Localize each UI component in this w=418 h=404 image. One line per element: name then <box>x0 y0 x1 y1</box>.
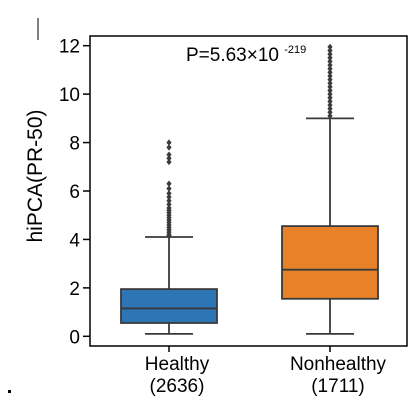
x-axis-labels: Healthy(2636) Nonhealthy(1711) <box>145 346 387 397</box>
outlier-point <box>327 83 333 91</box>
y-tick-label: 0 <box>69 327 80 348</box>
outlier-point <box>166 180 172 187</box>
box-nonhealthy <box>281 225 379 300</box>
outlier-point <box>166 151 172 158</box>
outlier-point <box>166 190 172 197</box>
outlier-point <box>327 94 333 101</box>
outlier-point <box>327 109 333 116</box>
box-healthy <box>120 288 218 324</box>
y-axis: 0 2 4 6 8 10 12 <box>59 37 90 348</box>
outlier-point <box>327 69 333 76</box>
outlier-point <box>166 201 172 208</box>
p-value-exponent: -219 <box>284 44 306 56</box>
outlier-point <box>166 139 172 146</box>
outlier-point <box>166 193 172 201</box>
panel-dot-mark <box>8 390 11 393</box>
p-value-base: P=5.63×10 <box>186 45 279 66</box>
outlier-point <box>327 61 333 69</box>
outlier-point <box>327 50 333 58</box>
y-tick-label: 4 <box>69 230 80 251</box>
outlier-point <box>327 43 333 51</box>
outlier-point <box>327 76 333 83</box>
outlier-point <box>327 65 333 72</box>
x-category-label: Healthy <box>145 354 210 375</box>
outlier-point <box>327 80 333 87</box>
y-tick-label: 2 <box>69 279 80 300</box>
outlier-point <box>327 101 333 109</box>
y-tick-label: 12 <box>59 37 80 58</box>
outlier-point <box>327 47 333 54</box>
x-category-label: Nonhealthy <box>290 354 387 375</box>
outlier-point <box>166 155 172 162</box>
y-axis-label: hiPCA(PR-50) <box>24 109 47 242</box>
outlier-point <box>166 158 172 166</box>
outlier-point <box>327 105 333 112</box>
outlier-point <box>327 90 333 98</box>
outlier-point <box>327 54 333 61</box>
x-category-count: (1711) <box>311 376 365 397</box>
outlier-point <box>327 98 333 105</box>
outlier-point <box>327 72 333 80</box>
outlier-point <box>166 144 172 151</box>
outlier-point <box>166 185 172 192</box>
y-tick-label: 8 <box>69 134 80 155</box>
y-tick-label: 6 <box>69 182 80 203</box>
outlier-point <box>327 87 333 94</box>
outlier-point <box>166 197 172 204</box>
x-category-count: (2636) <box>150 376 205 397</box>
y-tick-label: 10 <box>59 85 80 106</box>
outlier-point <box>327 112 333 120</box>
outlier-point <box>166 204 172 212</box>
box-group <box>120 43 379 335</box>
p-value-annotation: P=5.63×10 -219 <box>186 44 306 66</box>
outlier-point <box>327 58 333 65</box>
